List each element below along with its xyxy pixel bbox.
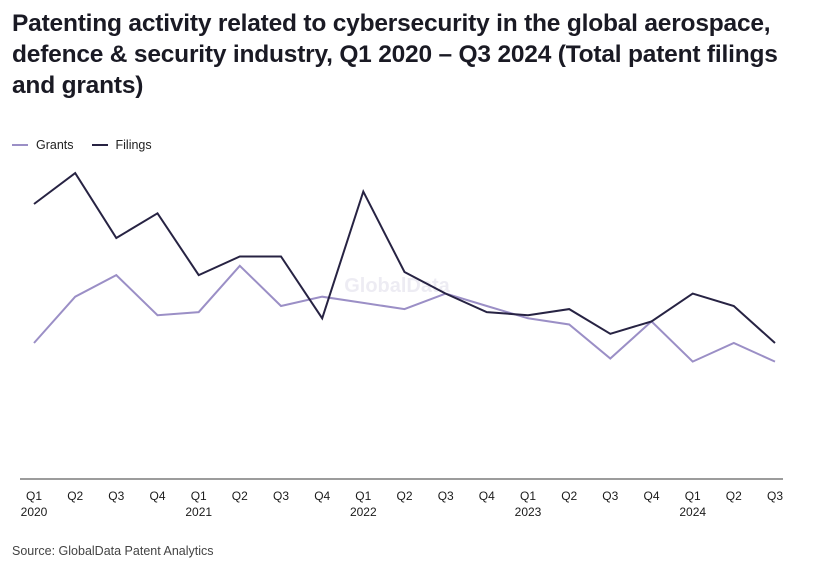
- x-tick-year-8: 2022: [350, 505, 377, 519]
- x-tick-label-18: Q3: [767, 489, 783, 503]
- x-tick-label-13: Q2: [561, 489, 577, 503]
- x-tick-label-2: Q3: [108, 489, 124, 503]
- legend: Grants Filings: [12, 138, 170, 152]
- x-tick-label-3: Q4: [149, 489, 165, 503]
- x-tick-label-9: Q2: [396, 489, 412, 503]
- chart-title: Patenting activity related to cybersecur…: [12, 10, 778, 99]
- watermark: GlobalData: [344, 275, 450, 297]
- series-layer: [33, 171, 776, 363]
- x-tick-label-4: Q1: [191, 489, 207, 503]
- x-tick-label-10: Q3: [438, 489, 454, 503]
- x-tick-label-0: Q1: [26, 489, 42, 503]
- legend-label-filings: Filings: [115, 138, 152, 152]
- legend-swatch-grants: [12, 144, 28, 146]
- x-tick-label-11: Q4: [479, 489, 495, 503]
- x-tick-year-0: 2020: [21, 505, 48, 519]
- x-tick-label-14: Q3: [602, 489, 618, 503]
- x-tick-label-5: Q2: [232, 489, 248, 503]
- x-tick-label-16: Q1: [685, 489, 701, 503]
- x-tick-year-12: 2023: [515, 505, 542, 519]
- x-tick-label-8: Q1: [355, 489, 371, 503]
- x-tick-year-4: 2021: [185, 505, 212, 519]
- x-tick-year-16: 2024: [679, 505, 706, 519]
- legend-swatch-filings: [91, 144, 108, 146]
- legend-label-grants: Grants: [36, 138, 74, 152]
- x-tick-label-12: Q1: [520, 489, 536, 503]
- x-tick-label-17: Q2: [726, 489, 742, 503]
- legend-item-filings: Filings: [91, 138, 152, 152]
- x-tick-labels: Q1 2020 Q2 Q3 Q4 Q1 2021 Q2 Q3 Q4 Q1 2022 Q2 Q3 Q4 Q1 20…: [21, 489, 784, 519]
- x-tick-label-1: Q2: [67, 489, 83, 503]
- x-tick-label-6: Q3: [273, 489, 289, 503]
- legend-item-grants: Grants: [12, 138, 74, 152]
- series-line-filings: [33, 171, 776, 344]
- source-note: Source: GlobalData Patent Analytics: [12, 544, 214, 558]
- x-tick-label-7: Q4: [314, 489, 330, 503]
- x-tick-label-15: Q4: [643, 489, 659, 503]
